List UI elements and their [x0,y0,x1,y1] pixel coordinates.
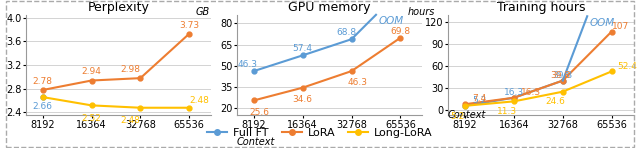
Text: 52.4: 52.4 [618,62,637,71]
Text: 2.48: 2.48 [120,116,140,125]
Legend: Full FT, LoRA, Long-LoRA: Full FT, LoRA, Long-LoRA [203,124,437,142]
Text: 46.3: 46.3 [238,60,258,69]
Text: 68.8: 68.8 [337,28,356,37]
Title: GPU memory: GPU memory [289,1,371,14]
Text: 5.2: 5.2 [451,112,465,121]
Text: Context: Context [448,110,486,120]
Text: 3.73: 3.73 [179,21,199,30]
Text: 46.3: 46.3 [348,78,367,87]
Text: 107: 107 [612,22,629,31]
Text: 2.66: 2.66 [33,102,52,111]
Text: 25.6: 25.6 [250,107,269,116]
Text: OOM: OOM [589,18,615,28]
Title: Training hours: Training hours [497,1,585,14]
Text: GB: GB [196,7,210,17]
Text: 5.2: 5.2 [472,96,486,105]
Text: Context: Context [237,137,275,147]
Text: 2.78: 2.78 [33,77,52,86]
Text: 69.8: 69.8 [390,27,410,36]
Text: 39.8: 39.8 [553,71,573,80]
Text: OOM: OOM [378,16,404,26]
Text: 39.8: 39.8 [550,71,570,80]
Text: 24.6: 24.6 [545,98,565,107]
Text: 2.98: 2.98 [120,65,140,74]
Text: 11.3: 11.3 [497,107,516,116]
Text: 2.94: 2.94 [81,67,102,76]
Text: 7.4: 7.4 [472,94,486,103]
Text: hours: hours [407,7,435,17]
Text: 16.3: 16.3 [504,88,524,97]
Text: 2.48: 2.48 [189,96,209,105]
Text: 16.3: 16.3 [521,88,541,97]
Text: 57.4: 57.4 [292,44,313,53]
Title: Perplexity: Perplexity [88,1,149,14]
Text: 2.52: 2.52 [81,114,102,123]
Text: 34.6: 34.6 [292,95,313,104]
